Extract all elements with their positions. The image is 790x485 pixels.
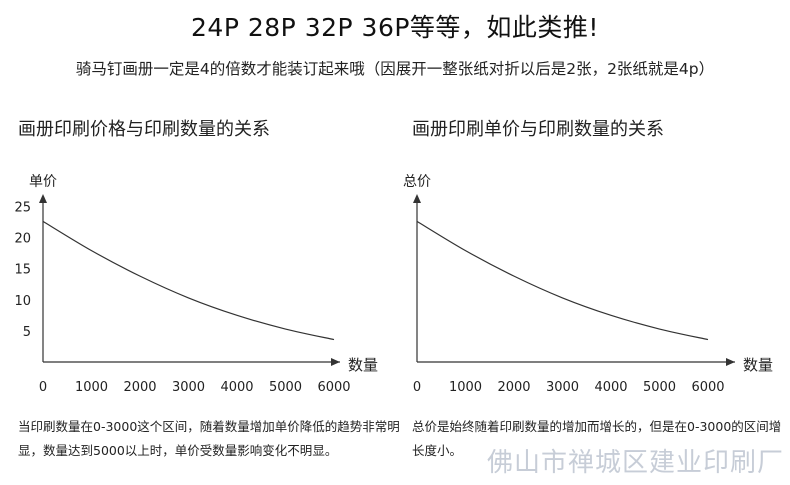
y-tick-label: 20 [14, 232, 31, 247]
x-tick-label: 0 [39, 380, 47, 395]
y-axis-arrow [39, 194, 47, 203]
y-tick-label: 15 [14, 263, 31, 278]
left-chart: 数量 单价 0 1000 2000 3000 4000 5000 6000 5 10 15 20 25 [14, 174, 378, 395]
x-tick-label: 1000 [75, 380, 108, 395]
y-tick-label: 25 [14, 200, 31, 215]
x-axis-label: 数量 [348, 356, 378, 374]
series-line [42, 220, 335, 341]
x-tick-label: 5000 [269, 380, 302, 395]
x-tick-label: 5000 [643, 380, 676, 395]
page-headline: 24P 28P 32P 36P等等，如此类推! [191, 13, 599, 42]
x-tick-label: 3000 [546, 380, 579, 395]
y-tick-label: 10 [14, 294, 31, 309]
page-subheadline: 骑马钉画册一定是4的倍数才能装订起来哦（因展开一整张纸对折以后是2张，2张纸就是… [75, 60, 715, 78]
left-chart-title: 画册印刷价格与印刷数量的关系 [18, 119, 270, 140]
left-chart-note: 当印刷数量在0-3000这个区间，随着数量增加单价降低的趋势非常明显，数量达到5… [18, 419, 400, 458]
series-line [416, 220, 709, 341]
x-tick-label: 1000 [449, 380, 482, 395]
right-chart-note: 总价是始终随着印刷数量的增加而增长的，但是在0-3000的区间增长度小。 [412, 419, 782, 458]
y-axis-arrow [413, 194, 421, 203]
right-chart: 数量 总价 0 1000 2000 3000 4000 5000 6000 [403, 174, 773, 395]
right-chart-title: 画册印刷单价与印刷数量的关系 [412, 119, 664, 140]
x-tick-label: 6000 [691, 380, 724, 395]
x-axis-label: 数量 [743, 356, 773, 374]
x-tick-label: 4000 [220, 380, 253, 395]
y-axis-label: 总价 [403, 174, 431, 190]
x-tick-label: 2000 [497, 380, 530, 395]
y-tick-label: 5 [23, 325, 31, 340]
x-tick-label: 0 [413, 380, 421, 395]
watermark-text: 佛山市禅城区建业印刷厂 [486, 448, 784, 478]
x-tick-label: 4000 [594, 380, 627, 395]
x-tick-label: 2000 [123, 380, 156, 395]
x-tick-label: 6000 [317, 380, 350, 395]
y-axis-label: 单价 [29, 174, 57, 190]
x-tick-label: 3000 [172, 380, 205, 395]
x-axis-arrow [726, 358, 735, 366]
x-axis-arrow [331, 358, 340, 366]
